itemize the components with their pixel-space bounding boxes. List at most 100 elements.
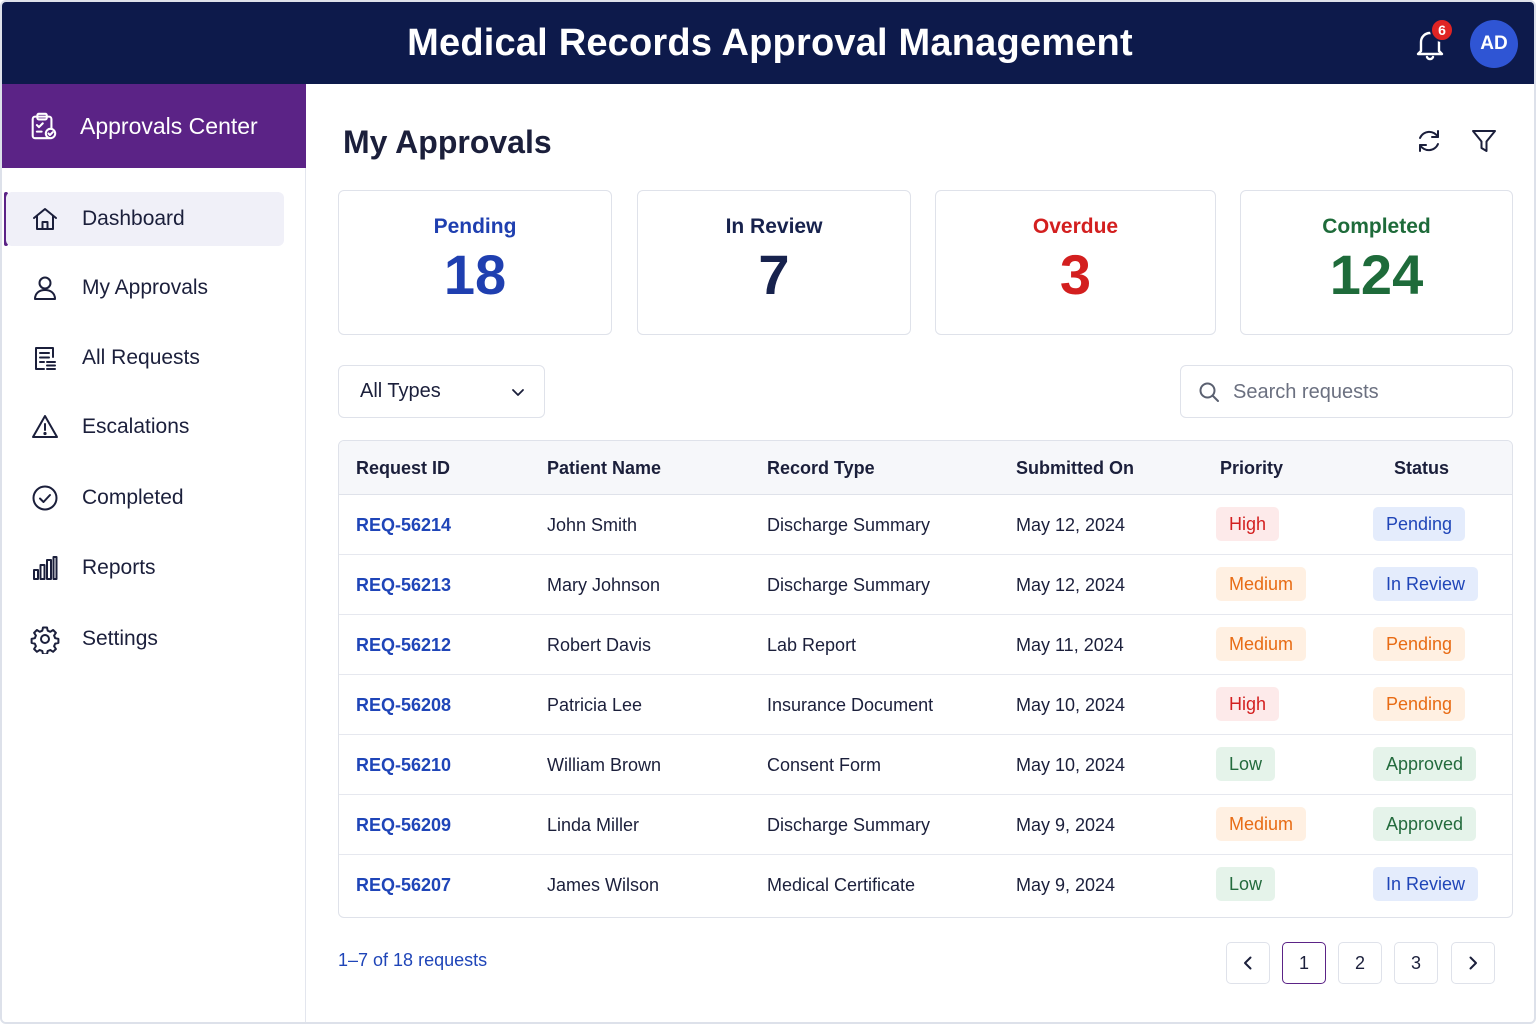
- sidebar-header: Approvals Center: [2, 84, 306, 168]
- prev-page-button[interactable]: [1226, 942, 1270, 984]
- app-title: Medical Records Approval Management: [407, 21, 1133, 64]
- stat-label: In Review: [725, 215, 823, 238]
- stat-value: 7: [758, 243, 790, 306]
- table-row[interactable]: REQ-56213 Mary Johnson Discharge Summary…: [339, 555, 1512, 615]
- table-row[interactable]: REQ-56214 John Smith Discharge Summary M…: [339, 495, 1512, 555]
- request-id-link[interactable]: REQ-56209: [356, 815, 452, 835]
- submitted-date: May 12, 2024: [1016, 575, 1126, 595]
- table-row[interactable]: REQ-56208 Patricia Lee Insurance Documen…: [339, 675, 1512, 735]
- request-id-link[interactable]: REQ-56214: [356, 515, 452, 535]
- stat-value: 3: [1059, 243, 1092, 306]
- table-row[interactable]: REQ-56209 Linda Miller Discharge Summary…: [339, 795, 1512, 855]
- chevron-left-icon: [1244, 956, 1252, 970]
- sidebar-title: Approvals Center: [80, 112, 258, 139]
- column-header-request-id[interactable]: Request ID: [356, 458, 451, 478]
- submitted-date: May 10, 2024: [1016, 695, 1126, 715]
- table-row[interactable]: REQ-56212 Robert Davis Lab Report May 11…: [339, 615, 1512, 675]
- sidebar-item-label: Escalations: [82, 415, 190, 438]
- priority-badge: Medium: [1216, 627, 1307, 661]
- stat-label: Overdue: [1032, 215, 1119, 238]
- page-button-3[interactable]: 3: [1394, 942, 1438, 984]
- status-badge: Approved: [1373, 807, 1477, 841]
- sidebar-item-dashboard[interactable]: Dashboard: [6, 192, 284, 246]
- page-title: My Approvals: [343, 124, 552, 160]
- top-header: Medical Records Approval Management: [2, 2, 1534, 84]
- priority-badge: Low: [1216, 747, 1276, 781]
- sidebar-item-settings[interactable]: Settings: [6, 612, 284, 666]
- sidebar-item-label: Settings: [82, 627, 158, 650]
- stat-value: 18: [443, 243, 507, 306]
- priority-badge: Low: [1216, 867, 1276, 901]
- submitted-date: May 9, 2024: [1016, 815, 1116, 835]
- sidebar-item-reports[interactable]: Reports: [6, 541, 284, 595]
- stat-card-pending[interactable]: Pending 18: [338, 190, 612, 335]
- next-page-button[interactable]: [1451, 942, 1495, 984]
- submitted-date: May 10, 2024: [1016, 755, 1126, 775]
- request-id-link[interactable]: REQ-56208: [356, 695, 452, 715]
- patient-name: Robert Davis: [547, 635, 652, 655]
- record-type: Medical Certificate: [767, 875, 916, 895]
- column-header-record-type[interactable]: Record Type: [767, 458, 875, 478]
- user-icon: [30, 273, 60, 303]
- table-row[interactable]: REQ-56207 James Wilson Medical Certifica…: [339, 855, 1512, 915]
- patient-name: John Smith: [547, 515, 638, 535]
- status-badge: In Review: [1373, 567, 1479, 601]
- clipboard-check-icon: [28, 111, 58, 141]
- stat-value: 124: [1329, 243, 1424, 306]
- priority-badge: High: [1216, 507, 1280, 541]
- stat-card-overdue[interactable]: Overdue 3: [935, 190, 1216, 335]
- search-box: [1180, 365, 1513, 418]
- document-list-icon: [30, 343, 60, 373]
- record-type: Discharge Summary: [767, 575, 931, 595]
- page-button-1[interactable]: 1: [1282, 942, 1326, 984]
- search-input[interactable]: [1233, 376, 1503, 408]
- status-badge: In Review: [1373, 867, 1479, 901]
- request-id-link[interactable]: REQ-56207: [356, 875, 452, 895]
- warning-icon: [30, 412, 60, 442]
- column-header-patient-name[interactable]: Patient Name: [547, 458, 662, 478]
- home-icon: [30, 204, 60, 234]
- status-badge: Pending: [1373, 687, 1466, 721]
- status-badge: Approved: [1373, 747, 1477, 781]
- stat-card-in-review[interactable]: In Review 7: [637, 190, 911, 335]
- sidebar-item-completed[interactable]: Completed: [6, 471, 284, 525]
- type-filter-value: All Types: [360, 380, 441, 402]
- column-header-priority[interactable]: Priority: [1220, 458, 1284, 478]
- request-id-link[interactable]: REQ-56213: [356, 575, 452, 595]
- page-button-2[interactable]: 2: [1338, 942, 1382, 984]
- sidebar-item-my-approvals[interactable]: My Approvals: [6, 261, 284, 315]
- sidebar-item-all-requests[interactable]: All Requests: [6, 331, 284, 385]
- stat-card-completed[interactable]: Completed 124: [1240, 190, 1513, 335]
- avatar[interactable]: AD: [1470, 20, 1518, 68]
- search-icon: [1199, 382, 1219, 402]
- table-row[interactable]: REQ-56210 William Brown Consent Form May…: [339, 735, 1512, 795]
- sidebar-item-label: All Requests: [82, 346, 200, 369]
- patient-name: Linda Miller: [547, 815, 640, 835]
- patient-name: Patricia Lee: [547, 695, 643, 715]
- priority-badge: Medium: [1216, 807, 1307, 841]
- request-id-link[interactable]: REQ-56210: [356, 755, 452, 775]
- patient-name: Mary Johnson: [547, 575, 661, 595]
- record-type: Discharge Summary: [767, 815, 931, 835]
- column-header-submitted-on[interactable]: Submitted On: [1016, 458, 1134, 478]
- submitted-date: May 11, 2024: [1016, 635, 1124, 655]
- patient-name: James Wilson: [547, 875, 660, 895]
- status-badge: Pending: [1373, 627, 1466, 661]
- column-header-status[interactable]: Status: [1394, 458, 1450, 478]
- notification-badge: 6: [1430, 18, 1454, 42]
- record-type: Consent Form: [767, 755, 882, 775]
- request-id-link[interactable]: REQ-56212: [356, 635, 452, 655]
- submitted-date: May 9, 2024: [1016, 875, 1116, 895]
- filter-icon[interactable]: [1469, 126, 1499, 156]
- sidebar-item-label: Reports: [82, 556, 156, 579]
- type-filter-select[interactable]: All Types: [338, 365, 545, 418]
- check-circle-icon: [30, 483, 60, 513]
- record-type: Lab Report: [767, 635, 857, 655]
- sidebar-item-escalations[interactable]: Escalations: [6, 400, 284, 454]
- record-type: Discharge Summary: [767, 515, 931, 535]
- table-header: Request ID Patient Name Record Type Subm…: [339, 441, 1512, 495]
- refresh-icon[interactable]: [1414, 126, 1444, 156]
- stat-label: Completed: [1322, 215, 1431, 238]
- priority-badge: Medium: [1216, 567, 1307, 601]
- patient-name: William Brown: [547, 755, 662, 775]
